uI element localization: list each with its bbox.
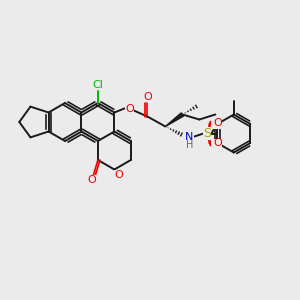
Text: S: S <box>203 127 211 140</box>
Text: N: N <box>185 131 194 142</box>
Text: Cl: Cl <box>92 80 103 90</box>
Text: O: O <box>213 139 222 148</box>
Text: O: O <box>114 169 123 179</box>
Polygon shape <box>165 113 184 127</box>
Text: O: O <box>125 103 134 113</box>
Text: O: O <box>143 92 152 101</box>
Text: H: H <box>186 140 193 151</box>
Text: O: O <box>213 118 222 128</box>
Text: O: O <box>88 175 96 185</box>
